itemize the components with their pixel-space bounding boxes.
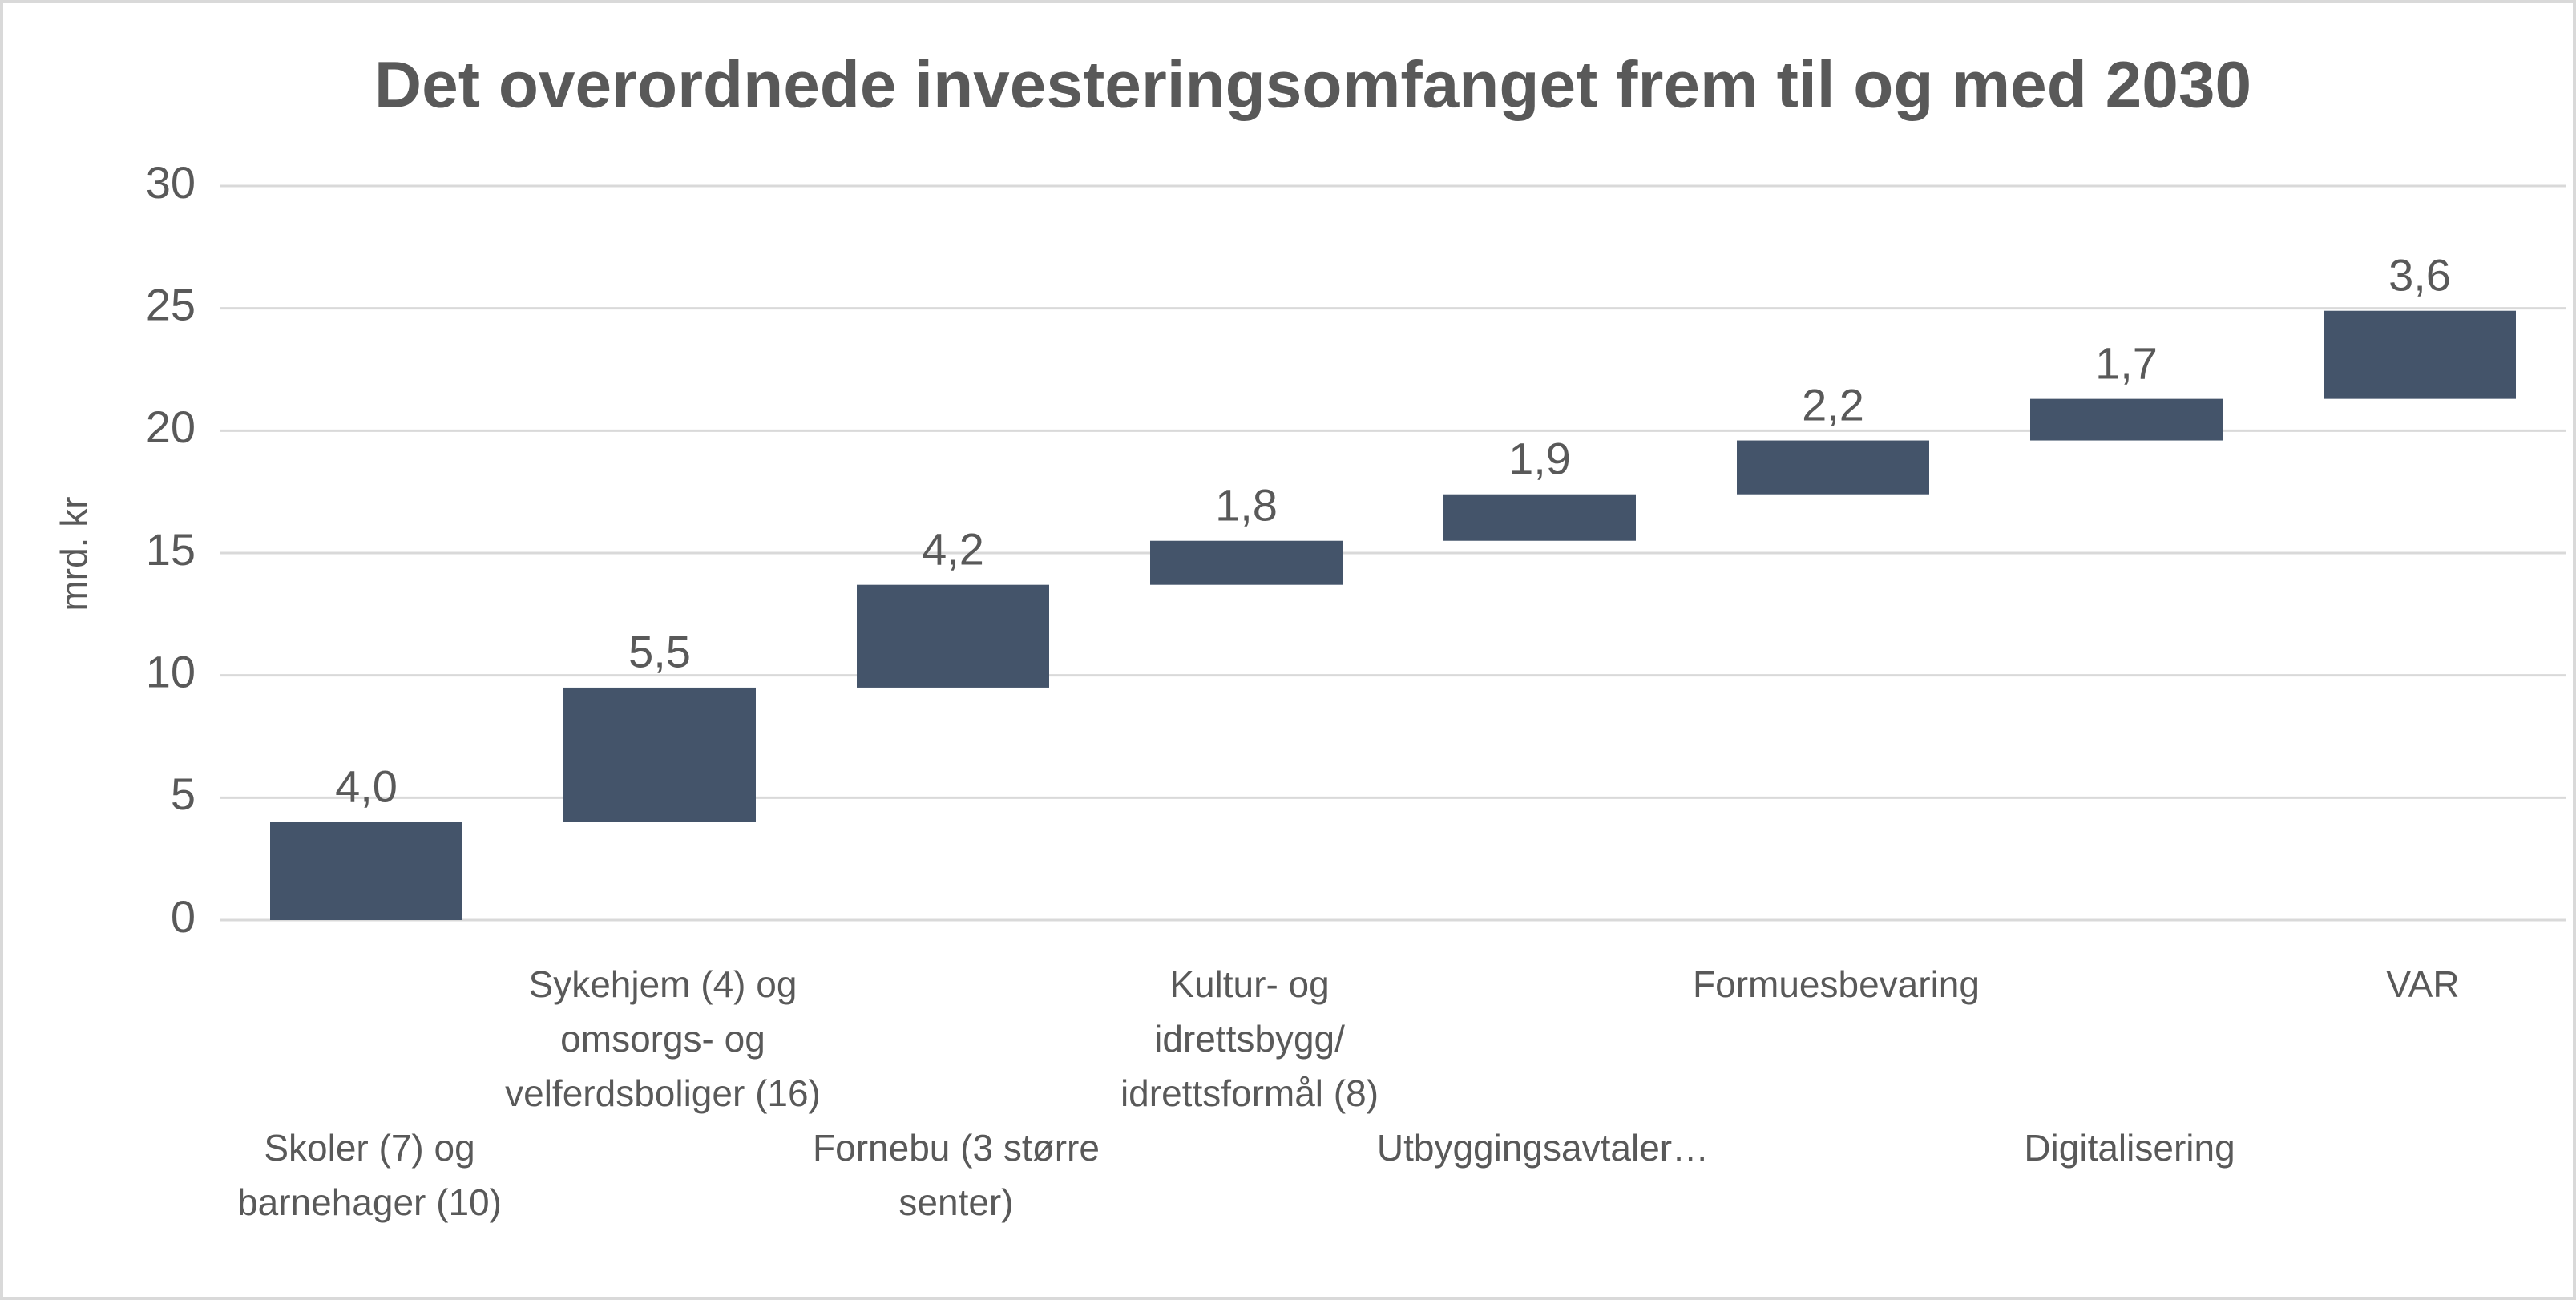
value-label: 1,9 <box>1508 434 1571 484</box>
x-tick-label: Kultur- og idrettsbygg/ idrettsformål (8… <box>1120 963 1379 1114</box>
bar <box>2324 310 2516 399</box>
y-tick-label: 10 <box>146 646 196 696</box>
y-tick-label: 5 <box>171 769 196 819</box>
bar <box>563 687 756 822</box>
x-tick-label: Formuesbevaring <box>1693 963 1980 1005</box>
value-label: 4,0 <box>335 761 398 812</box>
bar <box>857 584 1049 688</box>
chart-title: Det overordnede investeringsomfanget fre… <box>374 49 2251 122</box>
value-label: 2,2 <box>1802 379 1864 430</box>
x-tick-label: Sykehjem (4) og omsorgs- og velferdsboli… <box>505 963 821 1114</box>
bar <box>1737 440 1929 495</box>
value-label: 5,5 <box>628 627 691 677</box>
value-label: 1,8 <box>1215 480 1278 531</box>
value-label: 3,6 <box>2388 250 2451 301</box>
y-tick-label: 0 <box>171 891 196 942</box>
x-tick-label: VAR <box>2386 963 2460 1005</box>
y-axis-label: mrd. kr <box>53 496 95 611</box>
x-tick-label: Digitalisering <box>2024 1127 2235 1169</box>
x-tick-label: Fornebu (3 større senter) <box>813 1127 1100 1223</box>
y-tick-label: 30 <box>146 157 196 208</box>
bar <box>1443 494 1636 541</box>
bar <box>270 822 462 920</box>
x-tick-label: Utbyggingsavtaler… <box>1376 1127 1710 1169</box>
chart: Det overordnede investeringsomfanget fre… <box>53 49 2566 942</box>
y-tick-label: 15 <box>146 524 196 575</box>
x-tick-label: Skoler (7) og barnehager (10) <box>237 1127 502 1223</box>
bar <box>1150 540 1343 585</box>
value-label: 4,2 <box>922 523 984 574</box>
y-tick-label: 25 <box>146 279 196 329</box>
y-tick-label: 20 <box>146 402 196 452</box>
value-label: 1,7 <box>2095 337 2158 388</box>
bar <box>2030 398 2223 441</box>
